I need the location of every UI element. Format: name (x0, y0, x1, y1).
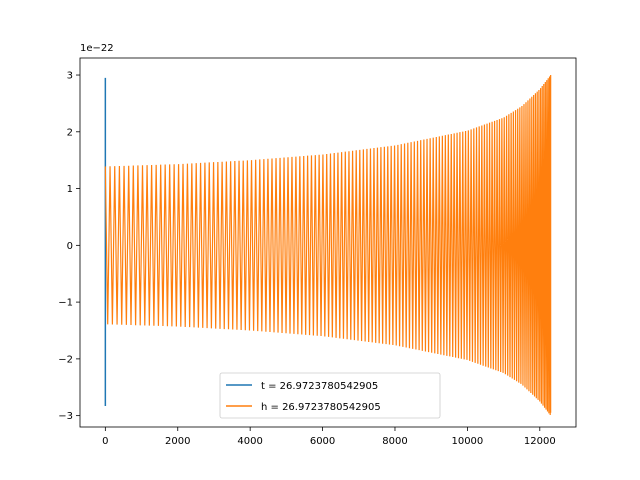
x-tick-label: 6000 (310, 436, 335, 447)
legend-label-t: t = 26.9723780542905 (261, 381, 378, 392)
x-tick-label: 0 (102, 436, 108, 447)
y-tick-label: 1 (67, 184, 73, 195)
y-tick-label: 2 (67, 127, 73, 138)
x-tick-label: 12000 (524, 436, 556, 447)
x-tick-label: 4000 (237, 436, 262, 447)
y-tick-label: −2 (58, 354, 73, 365)
y-tick-label: 0 (67, 241, 73, 252)
legend-box (219, 372, 441, 419)
y-tick-label: −3 (58, 411, 73, 422)
y-tick-label: 3 (67, 71, 73, 82)
y-tick-label: −1 (58, 298, 73, 309)
legend-label-h: h = 26.9723780542905 (261, 402, 381, 413)
series-h-line (104, 75, 552, 416)
plot-area (104, 75, 552, 416)
x-tick-label: 8000 (382, 436, 407, 447)
axes-frame (79, 57, 577, 428)
y-offset-text: 1e−22 (80, 43, 114, 54)
x-tick-label: 2000 (165, 436, 190, 447)
x-axis: 0 2000 4000 6000 8000 10000 12000 (102, 427, 556, 447)
legend: t = 26.9723780542905 h = 26.972378054290… (219, 372, 441, 419)
x-tick-label: 10000 (451, 436, 483, 447)
y-axis: 3 2 1 0 −1 −2 −3 (58, 71, 80, 422)
